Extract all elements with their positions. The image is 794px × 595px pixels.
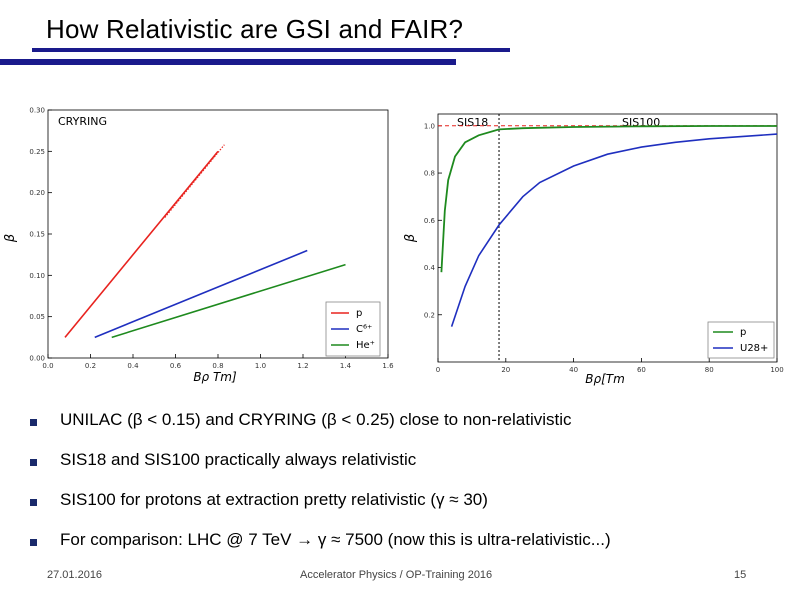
x-tick-label: 20 <box>501 366 510 374</box>
x-tick-label: 1.0 <box>255 362 266 370</box>
bullet-marker-icon <box>30 459 37 466</box>
title-underline-top <box>32 48 510 52</box>
bullet-list: UNILAC (β < 0.15) and CRYRING (β < 0.25)… <box>30 408 770 568</box>
x-tick-label: 0 <box>436 366 440 374</box>
bullet-marker-icon <box>30 419 37 426</box>
legend-label-p: p <box>740 327 746 338</box>
y-tick-label: 0.25 <box>29 148 45 156</box>
x-tick-label: 1.4 <box>340 362 352 370</box>
right-y-axis-label: β <box>403 234 418 243</box>
y-tick-label: 0.30 <box>29 107 45 115</box>
footer-title: Accelerator Physics / OP-Training 2016 <box>300 569 493 581</box>
bullet-item: SIS18 and SIS100 practically always rela… <box>30 448 770 488</box>
series-line-u28 <box>450 133 778 327</box>
bullet-text: For comparison: LHC @ 7 TeV → γ ≈ 7500 (… <box>60 530 611 549</box>
x-tick-label: 100 <box>770 366 783 374</box>
legend-label-c6: C⁶⁺ <box>356 324 372 335</box>
left-y-axis-label: β <box>3 234 18 243</box>
y-tick-label: 0.20 <box>29 189 45 197</box>
footer-date: 27.01.2016 <box>47 569 103 581</box>
bullet-item: For comparison: LHC @ 7 TeV → γ ≈ 7500 (… <box>30 528 770 568</box>
y-tick-label: 0.00 <box>29 355 45 363</box>
footer-page-number: 15 <box>734 569 747 581</box>
bullet-text: UNILAC (β < 0.15) and CRYRING (β < 0.25)… <box>60 410 572 429</box>
left-axis-ticks: 0.0 0.2 0.4 0.6 0.8 1.0 1.2 1.4 1.6 0.00 0.05 0.10 0… <box>29 107 394 371</box>
series-line-p <box>64 150 219 338</box>
y-tick-label: 0.6 <box>424 217 436 225</box>
sis18-label: SIS18 <box>457 116 488 129</box>
title-underline-bottom <box>0 59 456 65</box>
right-legend: p U28+ <box>707 321 775 359</box>
bullet-marker-icon <box>30 539 37 546</box>
right-plot-frame <box>437 113 778 363</box>
x-tick-label: 60 <box>637 366 646 374</box>
cryring-label: CRYRING <box>58 115 107 128</box>
right-axis-ticks: 0 20 40 60 80 100 0.2 0.4 0.6 0.8 1.0 <box>424 122 784 374</box>
y-tick-label: 0.05 <box>29 313 45 321</box>
bullet-text: SIS18 and SIS100 practically always rela… <box>60 450 417 469</box>
x-tick-label: 0.2 <box>85 362 96 370</box>
bullet-item: UNILAC (β < 0.15) and CRYRING (β < 0.25)… <box>30 408 770 448</box>
x-tick-label: 0.8 <box>212 362 223 370</box>
bullet-item: SIS100 for protons at extraction pretty … <box>30 488 770 528</box>
y-tick-label: 0.15 <box>29 231 45 239</box>
series-line-c6 <box>94 249 308 339</box>
right-x-axis-label: Bρ[Tm <box>585 372 625 386</box>
x-tick-label: 0.4 <box>127 362 139 370</box>
y-tick-label: 0.10 <box>29 272 45 280</box>
legend-label-u28: U28+ <box>740 343 768 354</box>
y-tick-label: 1.0 <box>424 122 435 130</box>
x-tick-label: 40 <box>569 366 578 374</box>
bullet-text: SIS100 for protons at extraction pretty … <box>60 490 488 509</box>
series-line-he <box>111 263 346 339</box>
cryring-beta-chart: 0.0 0.2 0.4 0.6 0.8 1.0 1.2 1.4 1.6 0.00 0.05 0.10 0… <box>3 107 394 385</box>
series-line-p <box>440 125 777 273</box>
x-tick-label: 1.6 <box>382 362 394 370</box>
legend-label-p: p <box>356 308 362 319</box>
left-legend: p C⁶⁺ He⁺ <box>325 301 381 357</box>
x-tick-label: 0.0 <box>42 362 53 370</box>
y-tick-label: 0.8 <box>424 170 435 178</box>
x-tick-label: 1.2 <box>297 362 308 370</box>
y-tick-label: 0.2 <box>424 311 435 319</box>
slide-title: How Relativistic are GSI and FAIR? <box>46 14 464 44</box>
bullet-marker-icon <box>30 499 37 506</box>
x-tick-label: 80 <box>705 366 714 374</box>
left-x-axis-label: Bρ Tm] <box>193 370 237 384</box>
y-tick-label: 0.4 <box>424 264 436 272</box>
x-tick-label: 0.6 <box>170 362 182 370</box>
legend-label-he: He⁺ <box>356 340 375 351</box>
